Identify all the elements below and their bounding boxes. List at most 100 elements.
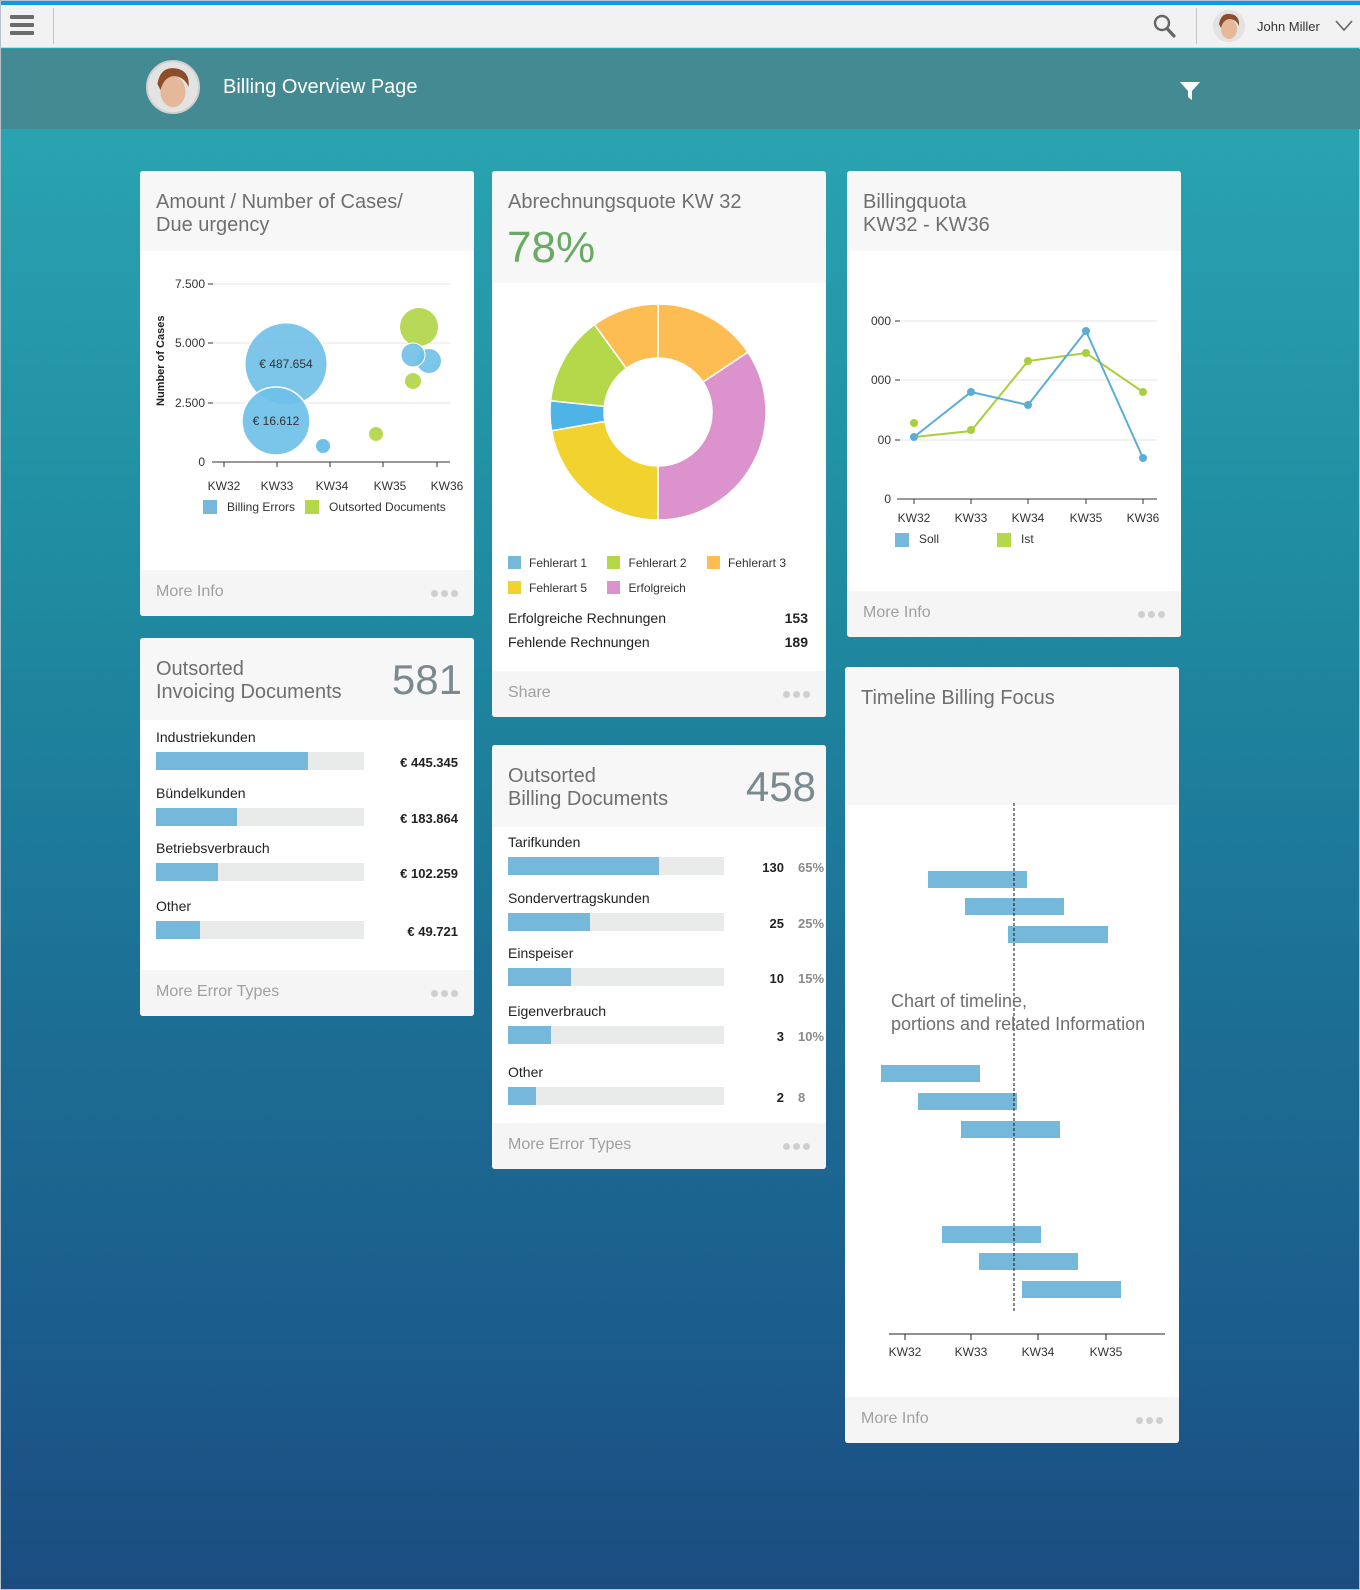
legend-swatch	[508, 556, 521, 569]
bar-row-percent: 25%	[798, 916, 825, 931]
more-actions-icon[interactable]	[783, 1143, 810, 1150]
more-error-types-link[interactable]: More Error Types	[156, 983, 280, 1000]
svg-text:€ 487.654: € 487.654	[259, 357, 313, 371]
more-actions-icon[interactable]	[431, 990, 458, 997]
stat-value: 189	[784, 634, 808, 650]
legend-swatch	[607, 556, 621, 569]
filter-icon[interactable]	[1179, 79, 1201, 103]
svg-text:5.000: 5.000	[175, 336, 205, 350]
bar-row[interactable]: Other 2 8	[508, 1064, 808, 1108]
card-title-line: Outsorted	[508, 765, 596, 787]
svg-text:0: 0	[198, 455, 205, 469]
svg-text:2.500: 2.500	[175, 396, 205, 410]
search-icon[interactable]	[1151, 13, 1179, 41]
bar-row[interactable]: Tarifkunden 130 65%	[508, 834, 824, 878]
bar-row[interactable]: Einspeiser 10 15%	[508, 945, 824, 989]
avatar[interactable]	[1213, 10, 1245, 42]
line-chart[interactable]: 000 000 00 0 KW32 KW33 KW34 KW35 KW36 Soll I…	[847, 251, 1181, 561]
bar-row[interactable]: Eigenverbrauch 3 10%	[508, 1002, 824, 1047]
stat-value: 153	[784, 610, 808, 626]
card-timeline[interactable]: Timeline Billing Focus Chart of timeline…	[845, 667, 1179, 1443]
kpi-value: 78%	[507, 223, 596, 272]
card-billing-documents[interactable]: Outsorted Billing Documents 458 Tarifkun…	[492, 745, 826, 1169]
bar-row-label: Other	[508, 1064, 544, 1080]
bar-row-label: Eigenverbrauch	[508, 1002, 607, 1019]
timeline-chart[interactable]: Chart of timeline, portions and related …	[845, 667, 1179, 1397]
svg-text:KW33: KW33	[261, 479, 294, 493]
progress-bar-fill	[156, 808, 238, 826]
bar-row-count: 25	[769, 916, 784, 931]
page-header: Billing Overview Page	[1, 49, 1360, 129]
more-actions-icon[interactable]	[1138, 611, 1165, 618]
bar-row[interactable]: Betriebsverbrauch € 102.259	[156, 840, 458, 884]
more-error-types-link[interactable]: More Error Types	[508, 1136, 632, 1153]
bar-row[interactable]: Sondervertragskunden 25 25%	[508, 890, 824, 934]
progress-bar	[508, 857, 724, 875]
donut-chart[interactable]	[492, 283, 826, 543]
progress-bar	[508, 1025, 724, 1044]
svg-text:000: 000	[871, 373, 891, 387]
card-footer: Share	[492, 671, 826, 717]
progress-bar	[508, 913, 724, 931]
progress-bar-fill	[508, 1025, 552, 1044]
bubble-chart[interactable]: 7.500 5.000 2.500 0 Number of Cases € 48…	[140, 251, 474, 531]
page-title: Billing Overview Page	[223, 76, 418, 98]
more-info-link[interactable]: More Info	[156, 583, 224, 600]
card-title-line: Outsorted	[156, 658, 244, 680]
legend-label: Erfolgreich	[628, 581, 686, 595]
kpi-value: 581	[391, 656, 462, 703]
bar-row-label: Einspeiser	[508, 945, 574, 961]
user-name[interactable]: John Miller	[1257, 19, 1320, 34]
legend-swatch	[706, 556, 720, 569]
card-title-line: Invoicing Documents	[156, 681, 342, 703]
hamburger-icon[interactable]	[10, 15, 34, 37]
more-info-link[interactable]: More Info	[861, 1410, 929, 1427]
card-footer: More Error Types	[492, 1123, 826, 1169]
bar-row-label: Sondervertragskunden	[508, 890, 650, 906]
svg-text:KW34: KW34	[316, 479, 349, 493]
legend-swatch	[607, 581, 621, 594]
more-info-link[interactable]: More Info	[863, 604, 931, 621]
card-header: Timeline Billing Focus	[845, 667, 1179, 805]
more-actions-icon[interactable]	[431, 590, 458, 597]
bar-row-label: Betriebsverbrauch	[156, 840, 270, 856]
card-header: Amount / Number of Cases/ Due urgency	[140, 171, 474, 251]
stat-label: Fehlende Rechnungen	[508, 634, 650, 650]
card-donut-chart[interactable]: Abrechnungsquote KW 32 78% Fehlerart 1 F…	[492, 171, 826, 717]
svg-text:Chart of timeline,: Chart of timeline,	[891, 991, 1027, 1011]
card-title-line: Billing Documents	[508, 788, 669, 810]
bar-row[interactable]: Other € 49.721	[156, 898, 458, 942]
card-title: Timeline Billing Focus	[861, 687, 1055, 709]
card-title-line: Amount / Number of Cases/	[156, 191, 403, 213]
svg-text:KW32: KW32	[889, 1345, 922, 1359]
bar-row-value: € 49.721	[407, 923, 458, 939]
more-actions-icon[interactable]	[1136, 1417, 1163, 1424]
svg-text:00: 00	[878, 433, 892, 447]
progress-bar-fill	[508, 857, 660, 875]
shell-bar: John Miller	[1, 5, 1360, 48]
share-link[interactable]: Share	[508, 684, 551, 701]
svg-text:KW35: KW35	[1070, 511, 1103, 525]
card-title-line: Due urgency	[156, 214, 270, 236]
bar-row-percent: 10%	[798, 1028, 825, 1044]
bar-row-percent: 65%	[798, 860, 825, 875]
card-header: Abrechnungsquote KW 32 78%	[492, 171, 826, 283]
bar-row[interactable]: Bündelkunden € 183.864	[156, 785, 458, 829]
card-bubble-chart[interactable]: Amount / Number of Cases/ Due urgency 7.…	[140, 171, 474, 616]
card-title: Outsorted Invoicing Documents	[156, 658, 342, 704]
shell-divider	[53, 8, 54, 44]
svg-text:KW35: KW35	[1090, 1345, 1123, 1359]
donut-legend: Fehlerart 1 Fehlerart 2 Fehlerart 3 Fehl…	[508, 554, 818, 604]
legend-label: Fehlerart 2	[628, 556, 687, 570]
bar-row-count: 130	[762, 860, 784, 875]
chevron-down-icon[interactable]	[1333, 17, 1355, 35]
more-actions-icon[interactable]	[783, 691, 810, 698]
card-title: Billingquota KW32 - KW36	[863, 191, 990, 237]
bar-row[interactable]: Industriekunden € 445.345	[156, 729, 458, 773]
progress-bar	[156, 920, 364, 939]
svg-text:Outsorted Documents: Outsorted Documents	[329, 500, 446, 514]
progress-bar	[508, 968, 724, 986]
card-line-chart[interactable]: Billingquota KW32 - KW36 000 000 00 0 KW…	[847, 171, 1181, 637]
svg-text:7.500: 7.500	[175, 277, 205, 291]
card-invoicing-documents[interactable]: Outsorted Invoicing Documents 581 Indust…	[140, 638, 474, 1016]
